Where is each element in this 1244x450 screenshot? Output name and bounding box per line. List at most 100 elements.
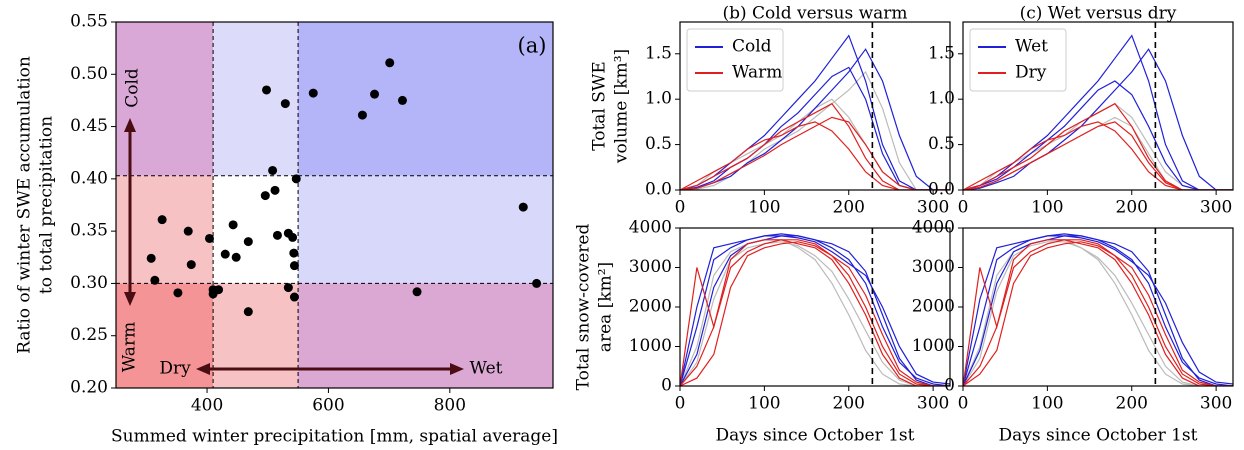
point (270, 185, 280, 195)
y-tick-label: 1000 (629, 336, 672, 356)
point (532, 278, 542, 288)
x-tick-label: 200 (1116, 394, 1148, 414)
point (272, 230, 282, 240)
y-tick-label: 0.5 (645, 134, 672, 154)
arrow-head (196, 363, 210, 375)
x-tick-label: 600 (312, 396, 344, 416)
y-tick-label: 0.55 (70, 12, 108, 32)
series-line (680, 241, 950, 386)
x-tick-label: 0 (958, 394, 969, 414)
series-line (680, 239, 950, 386)
series-line (963, 235, 1233, 386)
point (262, 85, 272, 95)
x-tick-label: 300 (1200, 394, 1232, 414)
point (220, 249, 230, 259)
legend-label: Dry (1015, 63, 1047, 83)
arrows (124, 118, 464, 375)
point (385, 58, 395, 68)
region (213, 175, 299, 284)
series-line (963, 241, 1233, 386)
y-axis-label: Total snow-covered (574, 224, 594, 391)
point (370, 89, 380, 99)
x-tick-label: 100 (748, 198, 780, 218)
y-tick-label: 0.0 (645, 180, 672, 200)
series-line (680, 102, 950, 190)
region (298, 283, 553, 388)
y-axis-label: Total SWE (590, 61, 610, 151)
point (291, 174, 301, 184)
point (228, 220, 238, 230)
x-axis-label: Days since October 1st (999, 426, 1198, 446)
arrow-head (124, 118, 136, 132)
y-tick-label: 0.25 (70, 325, 108, 345)
y-tick-label: 0.35 (70, 221, 108, 241)
series-line (963, 241, 1233, 386)
region (213, 22, 299, 176)
point (308, 88, 318, 98)
point (289, 248, 299, 258)
x-tick-label: 800 (434, 396, 466, 416)
y-tick-label: 4000 (629, 218, 672, 238)
point (289, 292, 299, 302)
y-tick-label: 0.0 (928, 180, 955, 200)
series-line (680, 34, 950, 190)
y-tick-label: 0.40 (70, 168, 108, 188)
y-tick-label: 0.5 (928, 134, 955, 154)
region (213, 283, 299, 388)
y-axis-label: volume [km³] (612, 49, 632, 164)
series-line (680, 239, 950, 386)
x-axis-label: Days since October 1st (716, 426, 915, 446)
y-tick-label: 0.30 (70, 273, 108, 293)
axes-frame (679, 21, 951, 191)
series-line (963, 239, 1233, 386)
series-line (963, 121, 1233, 190)
panel-a: 400 600 800 0.20 0.25 0.30 0.35 0.40 0.45 0.50 0.5… (15, 12, 559, 447)
point (283, 283, 293, 293)
arrow-head (124, 292, 136, 306)
point (243, 237, 253, 247)
legend-box (686, 28, 784, 92)
y-tick-label: 2000 (912, 297, 955, 317)
axes-frame (115, 21, 554, 389)
y-tick-label: 1.5 (645, 43, 672, 63)
point (289, 261, 299, 271)
series-line (963, 80, 1233, 190)
series-line (963, 235, 1233, 386)
x-tick-label: 300 (917, 394, 949, 414)
point (280, 99, 290, 109)
region (298, 22, 553, 176)
y-tick-label: 3000 (912, 257, 955, 277)
x-tick-label: 0 (958, 198, 969, 218)
wet-label: Wet (470, 359, 503, 379)
x-tick-label: 200 (833, 394, 865, 414)
series-line (680, 121, 950, 190)
y-tick-label: 1.0 (645, 89, 672, 109)
point (204, 233, 214, 243)
axes-frame (962, 21, 1234, 191)
x-axis-label: Summed winter precipitation [mm, spatial… (111, 427, 558, 447)
point (146, 253, 156, 263)
x-tick-label: 100 (1031, 198, 1063, 218)
series-line (680, 70, 950, 190)
point (157, 215, 167, 225)
point (288, 232, 298, 242)
series-line (963, 34, 1233, 190)
x-tick-label: 0 (675, 198, 686, 218)
chart-title: (c) Wet versus dry (1020, 4, 1177, 24)
y-axis-label: to total precipitation (37, 116, 57, 294)
dry-label: Dry (159, 359, 191, 379)
point (357, 110, 367, 120)
y-tick-label: 0.50 (70, 64, 108, 84)
series-line (963, 239, 1233, 386)
y-tick-label: 0 (661, 376, 672, 396)
series-line (680, 48, 950, 190)
warm-label: Warm (120, 322, 140, 372)
panel: Cold Warm 0 100 200 300 0.0 0.5 1.0 1.5 (b) Cold v… (590, 4, 951, 218)
point (183, 226, 193, 236)
series-line (963, 121, 1233, 190)
y-tick-label: 4000 (912, 218, 955, 238)
point (412, 287, 422, 297)
point (173, 288, 183, 298)
y-tick-label: 0.45 (70, 116, 108, 136)
